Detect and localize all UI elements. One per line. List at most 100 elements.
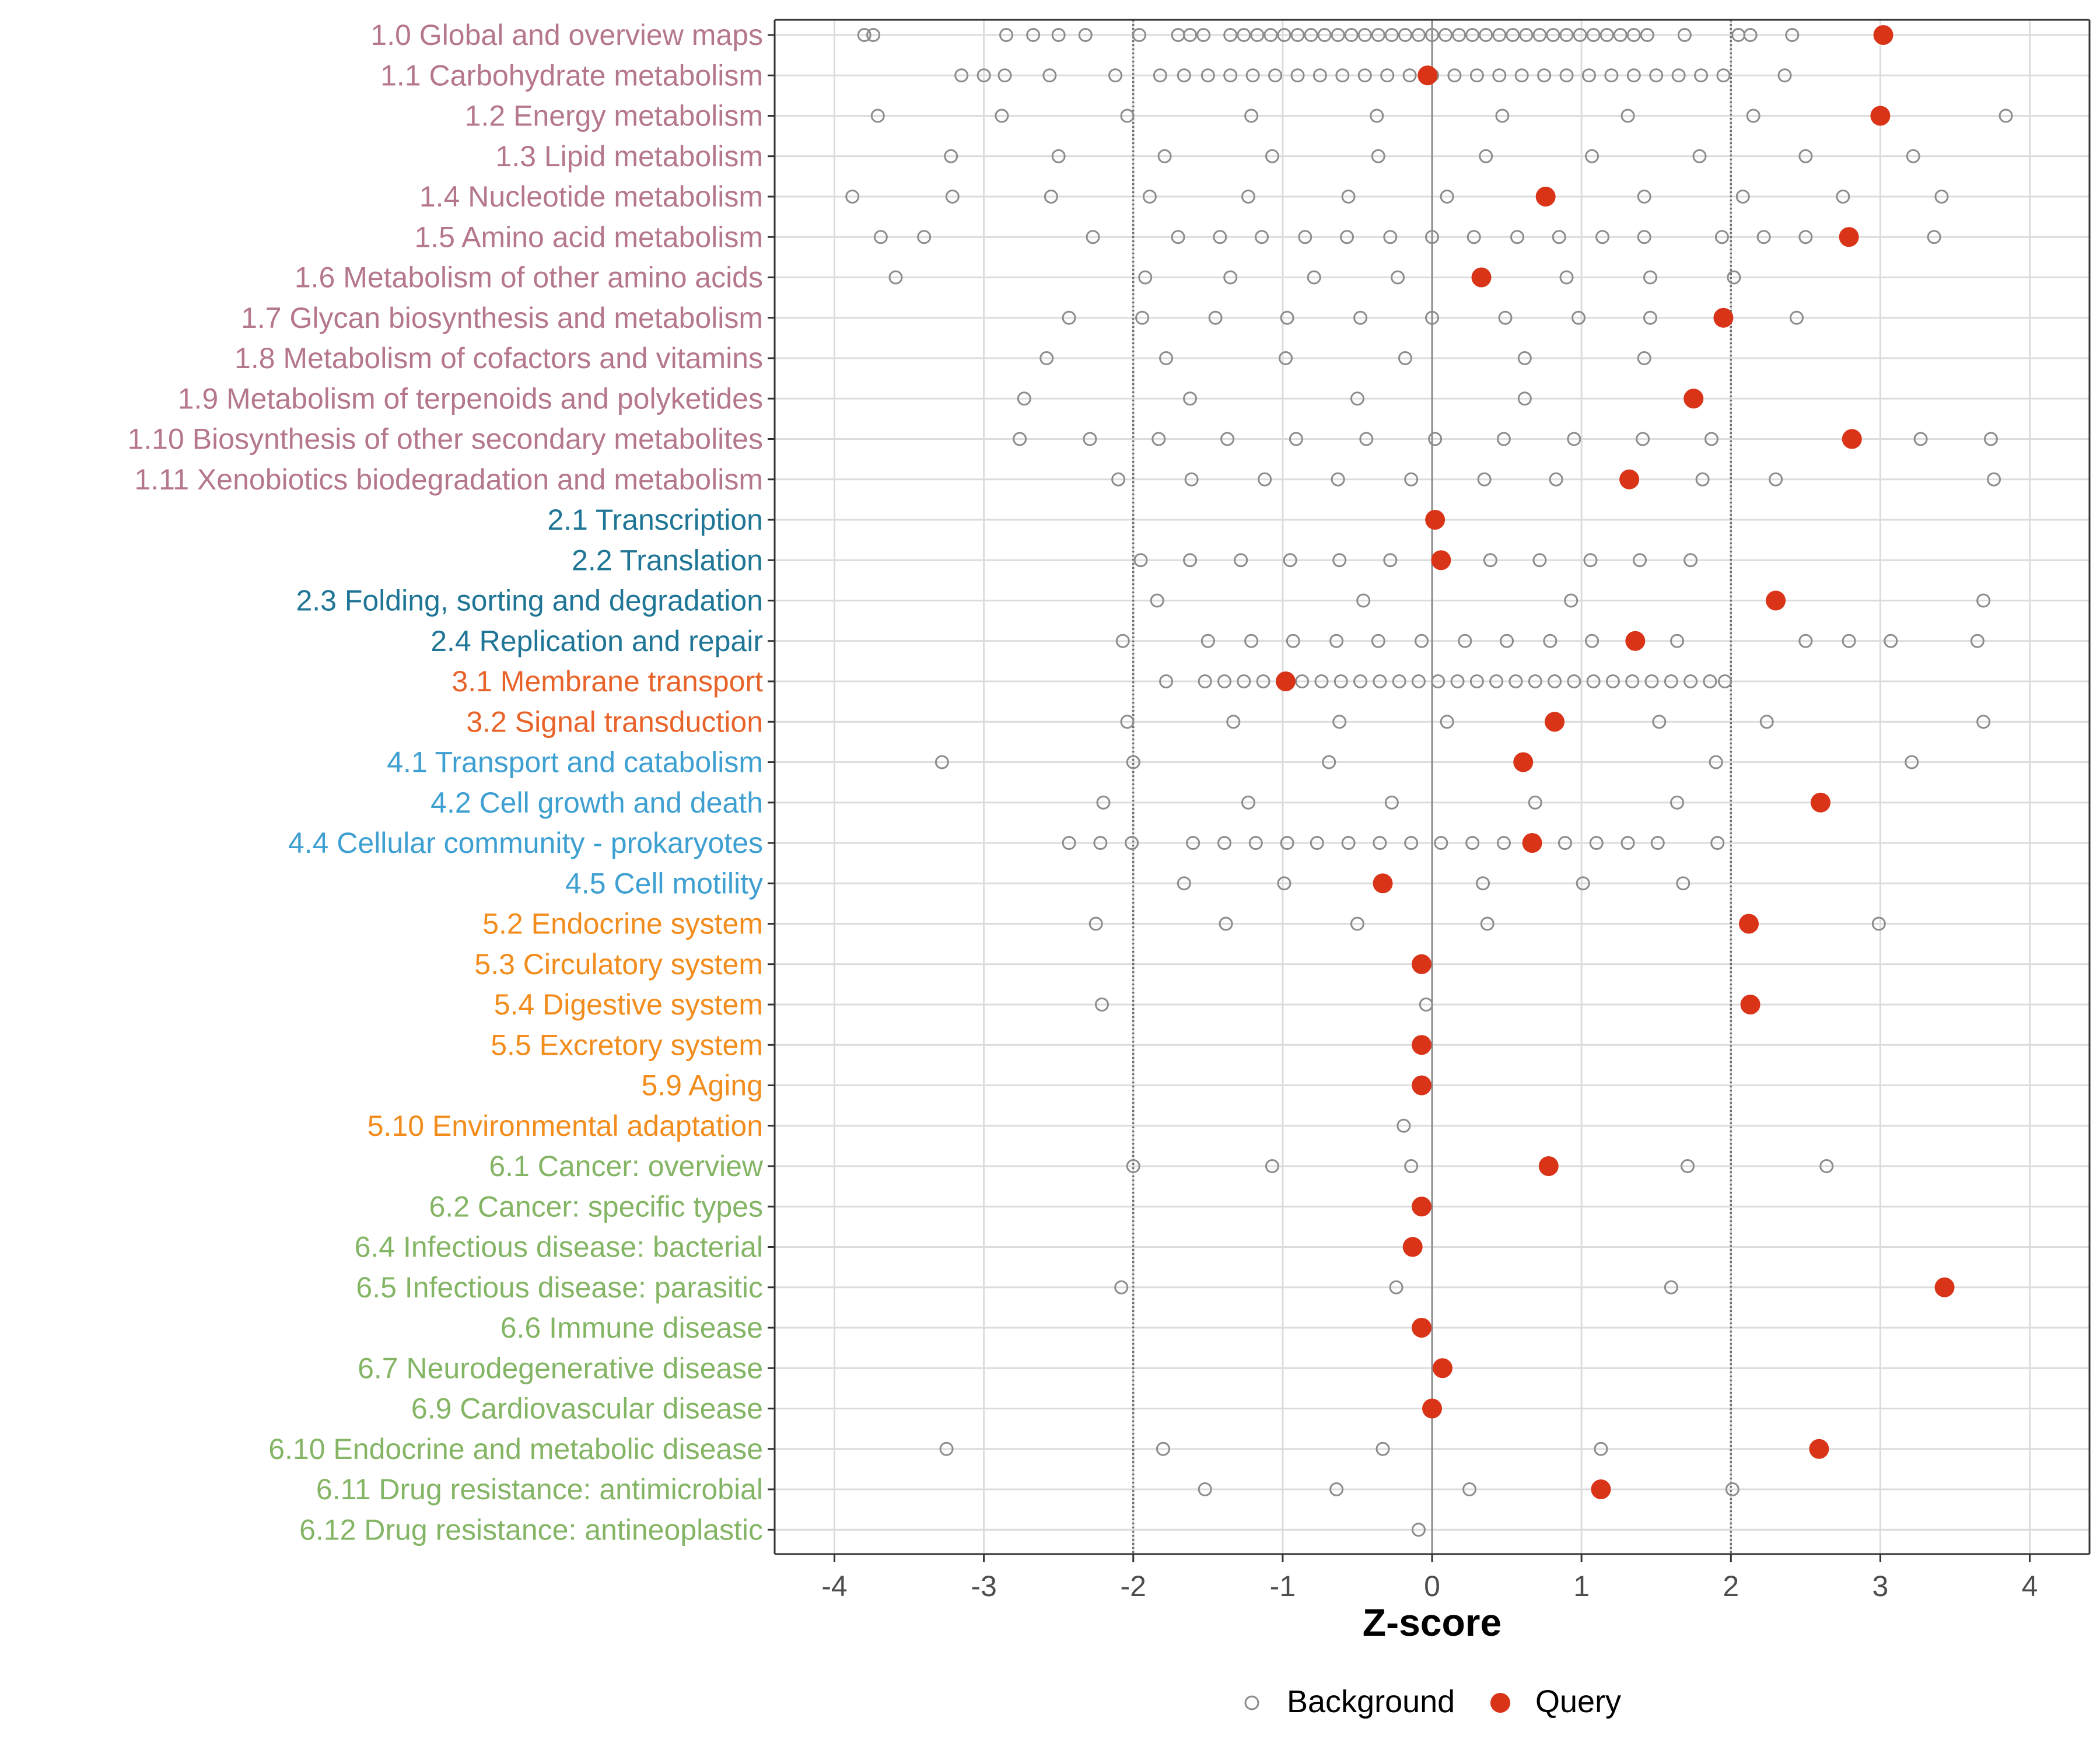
background-point bbox=[1425, 230, 1439, 244]
background-point bbox=[1479, 149, 1493, 163]
background-point bbox=[1999, 109, 2013, 123]
background-point bbox=[1652, 715, 1667, 729]
background-point bbox=[1177, 68, 1191, 83]
background-point bbox=[1152, 432, 1166, 446]
background-point bbox=[935, 755, 949, 769]
background-point bbox=[1640, 28, 1654, 42]
background-point bbox=[1256, 674, 1270, 688]
background-point bbox=[1819, 1159, 1834, 1173]
query-point bbox=[1402, 1237, 1423, 1257]
background-point bbox=[1159, 674, 1174, 688]
background-point bbox=[1183, 28, 1198, 42]
background-point bbox=[1404, 1159, 1419, 1173]
background-point bbox=[1384, 28, 1399, 42]
y-tick-label: 1.8 Metabolism of cofactors and vitamins bbox=[235, 342, 763, 375]
background-point bbox=[1425, 310, 1439, 325]
background-point bbox=[1332, 715, 1347, 729]
background-point bbox=[1183, 391, 1198, 406]
background-point bbox=[945, 190, 960, 204]
background-point bbox=[1335, 68, 1350, 83]
background-point bbox=[1564, 593, 1578, 608]
background-point bbox=[1138, 270, 1153, 285]
background-point bbox=[1289, 432, 1303, 446]
y-tick-label: 4.2 Cell growth and death bbox=[430, 786, 763, 819]
query-point bbox=[1412, 1318, 1432, 1338]
background-point bbox=[1676, 876, 1690, 891]
query-point bbox=[1412, 954, 1432, 974]
background-point bbox=[1549, 472, 1563, 487]
background-point bbox=[1976, 715, 1991, 729]
background-point bbox=[1183, 553, 1198, 568]
background-point bbox=[1411, 1523, 1426, 1537]
background-point bbox=[1644, 674, 1659, 688]
background-point bbox=[866, 28, 881, 42]
query-point bbox=[1625, 631, 1646, 651]
background-point bbox=[1469, 674, 1484, 688]
y-tick-label: 5.4 Digestive system bbox=[494, 988, 763, 1021]
background-point bbox=[1125, 836, 1139, 850]
background-point bbox=[1528, 795, 1542, 810]
background-point bbox=[1062, 836, 1076, 850]
background-point bbox=[1625, 674, 1640, 688]
query-point bbox=[1684, 389, 1704, 409]
background-point bbox=[1044, 190, 1058, 204]
background-point bbox=[1583, 553, 1598, 568]
background-point bbox=[1317, 28, 1332, 42]
background-point bbox=[1637, 190, 1651, 204]
background-point bbox=[1620, 836, 1635, 850]
background-point bbox=[1359, 432, 1374, 446]
background-point bbox=[1626, 28, 1641, 42]
query-point bbox=[1809, 1439, 1829, 1459]
background-point bbox=[1277, 876, 1292, 891]
background-point bbox=[1714, 230, 1729, 244]
legend-item: Background bbox=[1244, 1684, 1455, 1719]
background-point bbox=[1398, 28, 1412, 42]
background-point bbox=[1411, 674, 1426, 688]
background-point bbox=[1133, 553, 1148, 568]
x-axis-ticks: -4 -3 -2 -1 0 1 2 3 4 bbox=[821, 1554, 2038, 1602]
y-tick-label: 5.2 Endocrine system bbox=[482, 908, 763, 940]
background-point bbox=[1637, 230, 1651, 244]
background-point bbox=[1594, 1441, 1608, 1456]
query-point bbox=[1870, 106, 1891, 126]
background-point bbox=[1371, 28, 1385, 42]
y-tick-label: 6.6 Immune disease bbox=[501, 1311, 763, 1344]
background-point bbox=[1573, 28, 1587, 42]
query-point bbox=[1839, 227, 1859, 247]
background-point bbox=[1120, 715, 1135, 729]
background-point bbox=[1312, 68, 1327, 83]
background-point bbox=[1419, 998, 1433, 1012]
background-point bbox=[1586, 674, 1601, 688]
background-point bbox=[1051, 28, 1066, 42]
background-point bbox=[1519, 28, 1534, 42]
background-point bbox=[1438, 28, 1453, 42]
background-point bbox=[1585, 149, 1600, 163]
background-point bbox=[1040, 351, 1054, 365]
background-point bbox=[1088, 916, 1103, 931]
y-tick-label: 6.9 Cardiovascular disease bbox=[411, 1392, 763, 1425]
background-point bbox=[1241, 795, 1255, 810]
background-point bbox=[917, 230, 932, 244]
background-point bbox=[1115, 634, 1130, 648]
background-point bbox=[1200, 68, 1215, 83]
background-point bbox=[1329, 634, 1344, 648]
background-point bbox=[1934, 190, 1949, 204]
background-point bbox=[1234, 553, 1248, 568]
background-point bbox=[1244, 634, 1259, 648]
background-point bbox=[1746, 109, 1760, 123]
background-point bbox=[1489, 674, 1504, 688]
background-point bbox=[1633, 553, 1647, 568]
background-point bbox=[1132, 28, 1146, 42]
background-point bbox=[1371, 634, 1385, 648]
background-point bbox=[1093, 836, 1108, 850]
x-tick-label: 0 bbox=[1424, 1570, 1440, 1602]
background-point bbox=[954, 68, 969, 83]
x-tick-label: -4 bbox=[821, 1570, 847, 1602]
background-point bbox=[1391, 270, 1405, 285]
background-point bbox=[1558, 836, 1572, 850]
y-tick-label: 1.2 Energy metabolism bbox=[465, 100, 763, 132]
background-point bbox=[1245, 68, 1260, 83]
background-point bbox=[1528, 674, 1542, 688]
background-point bbox=[1842, 634, 1856, 648]
